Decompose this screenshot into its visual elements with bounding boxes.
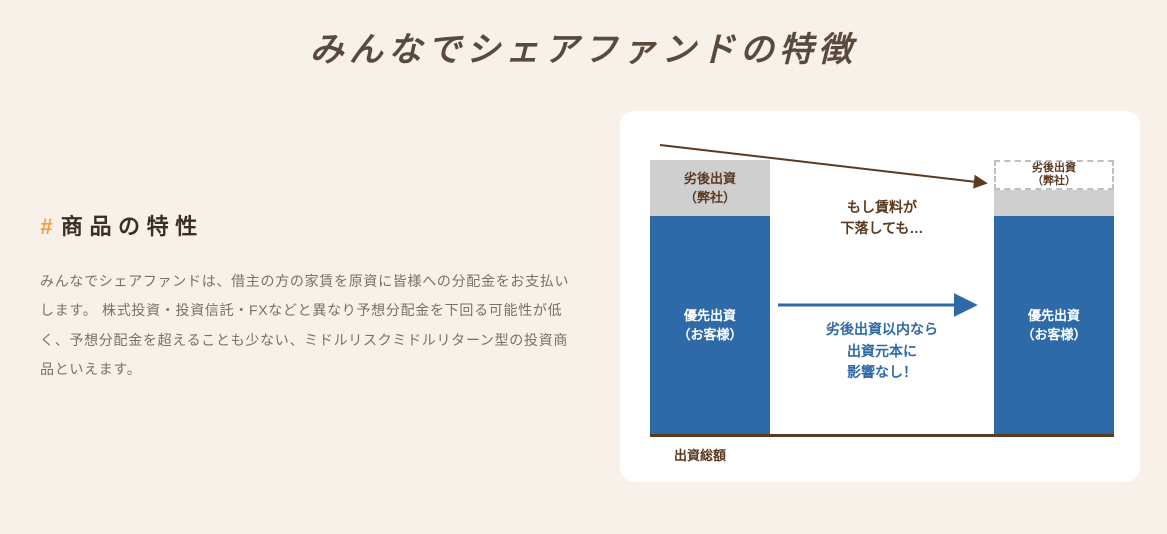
axis-label: 出資総額 bbox=[674, 445, 1114, 464]
mid-top-caption: もし賃料が 下落しても… bbox=[770, 197, 994, 239]
section-heading: #商品の特性 bbox=[40, 209, 580, 241]
page-title: みんなでシェアファンドの特徴 bbox=[0, 0, 1167, 71]
bar-left-pri-line2: （お客様） bbox=[677, 325, 742, 345]
bar-right-sub-line2: （弊社） bbox=[1032, 175, 1076, 188]
mid-top-line2: 下落しても… bbox=[841, 220, 924, 236]
bar-left-pri-line1: 優先出資 bbox=[684, 306, 736, 326]
mid-bot-line2: 出資元本に bbox=[847, 343, 917, 359]
mid-top-line1: もし賃料が bbox=[847, 199, 917, 215]
left-column: #商品の特性 みんなでシェアファンドは、借主の方の家賃を原資に皆様への分配金をお… bbox=[40, 209, 580, 385]
mid-bot-line3: 影響なし！ bbox=[847, 364, 917, 380]
bar-right: 劣後出資 （弊社） 優先出資 （お客様） bbox=[994, 160, 1114, 434]
bar-right-subordinate-dashed: 劣後出資 （弊社） bbox=[994, 160, 1114, 190]
content-row: #商品の特性 みんなでシェアファンドは、借主の方の家賃を原資に皆様への分配金をお… bbox=[0, 71, 1167, 482]
chart-card: 劣後出資 （弊社） 優先出資 （お客様） bbox=[620, 111, 1140, 482]
bar-right-pri-line2: （お客様） bbox=[1021, 325, 1086, 345]
arrow-top-icon bbox=[660, 141, 990, 191]
bar-right-pri-line1: 優先出資 bbox=[1028, 306, 1080, 326]
bar-right-sub-line1: 劣後出資 bbox=[1032, 162, 1076, 175]
arrow-mid-icon bbox=[778, 295, 978, 315]
mid-bot-line1: 劣後出資以内なら bbox=[826, 321, 938, 337]
section-heading-text: 商品の特性 bbox=[61, 214, 204, 239]
hash-icon: # bbox=[40, 214, 59, 239]
right-column: 劣後出資 （弊社） 優先出資 （お客様） bbox=[620, 111, 1140, 482]
mid-bot-caption: 劣後出資以内なら 出資元本に 影響なし！ bbox=[770, 319, 994, 384]
bar-right-priority: 優先出資 （お客様） bbox=[994, 216, 1114, 434]
chart-area: 劣後出資 （弊社） 優先出資 （お客様） bbox=[650, 137, 1114, 437]
bar-left-priority: 優先出資 （お客様） bbox=[650, 216, 770, 434]
bar-left: 劣後出資 （弊社） 優先出資 （お客様） bbox=[650, 160, 770, 434]
chart-middle: もし賃料が 下落しても… bbox=[770, 137, 994, 434]
bar-right-subordinate-solid bbox=[994, 190, 1114, 216]
section-body: みんなでシェアファンドは、借主の方の家賃を原資に皆様への分配金をお支払いします。… bbox=[40, 267, 580, 385]
